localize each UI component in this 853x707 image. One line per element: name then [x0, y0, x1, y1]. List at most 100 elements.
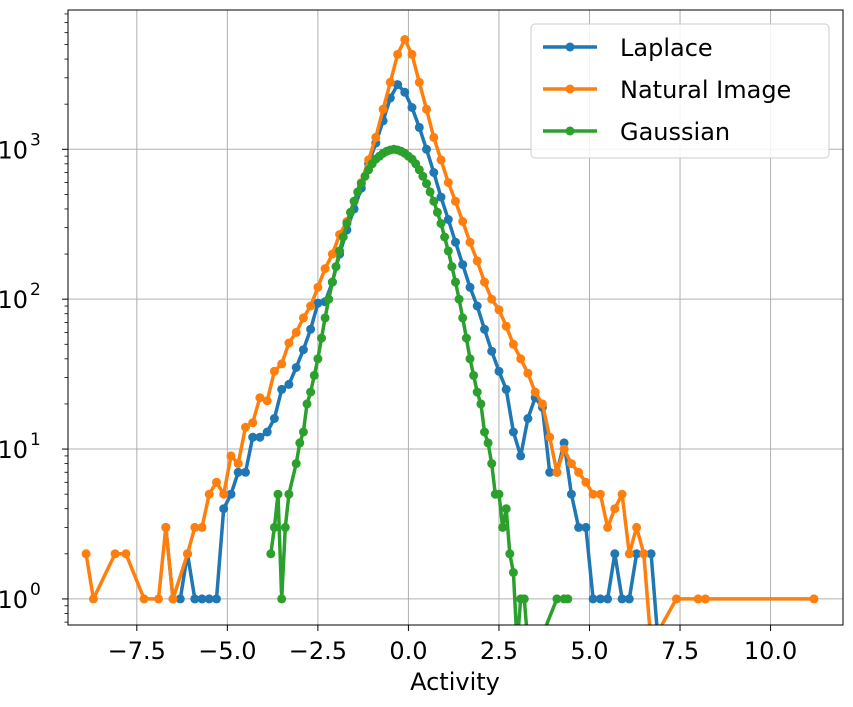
- data-point: [632, 522, 642, 532]
- data-point: [248, 418, 258, 428]
- data-point: [262, 427, 272, 437]
- series-gaussian: [266, 144, 573, 649]
- data-point: [566, 489, 576, 499]
- data-point: [298, 345, 308, 355]
- data-point: [255, 432, 265, 442]
- data-point: [534, 640, 543, 649]
- data-point: [559, 438, 569, 448]
- data-point: [436, 155, 446, 165]
- data-point: [581, 477, 591, 487]
- data-point: [588, 489, 598, 499]
- data-point: [233, 459, 243, 469]
- data-point: [671, 594, 681, 604]
- data-point: [422, 179, 431, 189]
- x-tick-label: −7.5: [108, 637, 166, 665]
- data-point: [204, 489, 214, 499]
- data-point: [385, 77, 395, 87]
- data-point: [552, 467, 562, 477]
- data-point: [175, 594, 185, 604]
- data-point: [425, 187, 435, 197]
- data-point: [161, 522, 171, 532]
- data-point: [168, 594, 178, 604]
- data-point: [324, 294, 334, 304]
- legend-swatch-marker: [565, 126, 575, 136]
- data-point: [342, 219, 352, 228]
- data-point: [516, 354, 526, 364]
- data-point: [154, 594, 163, 604]
- data-point: [226, 489, 236, 499]
- data-point: [255, 393, 265, 403]
- y-tick-label: 10: [0, 136, 28, 164]
- data-point: [519, 594, 529, 604]
- data-point: [566, 459, 576, 469]
- data-point: [400, 87, 410, 97]
- series-layer: [81, 35, 819, 649]
- data-point: [624, 594, 634, 604]
- x-axis-label: Activity: [410, 668, 500, 696]
- data-point: [241, 422, 250, 432]
- data-point: [559, 444, 569, 454]
- data-point: [284, 489, 294, 499]
- data-point: [617, 489, 627, 499]
- data-point: [545, 432, 555, 442]
- data-point: [422, 144, 431, 154]
- x-tick-label: −5.0: [198, 637, 256, 665]
- x-tick-label: 7.5: [661, 637, 699, 665]
- data-point: [248, 432, 258, 442]
- data-point: [291, 459, 301, 469]
- data-point: [346, 207, 355, 217]
- data-point: [262, 396, 272, 406]
- y-tick-label: 10: [0, 436, 28, 464]
- data-point: [603, 594, 613, 604]
- data-point: [523, 368, 533, 378]
- data-point: [537, 399, 547, 409]
- data-point: [454, 294, 464, 304]
- x-tick-label: 2.5: [480, 637, 518, 665]
- legend-item: Gaussian: [543, 118, 730, 146]
- data-point: [516, 451, 526, 461]
- data-point: [458, 217, 468, 226]
- data-point: [432, 207, 442, 217]
- y-tick-exponent: 0: [30, 580, 41, 600]
- data-point: [306, 387, 316, 397]
- legend-item: Laplace: [543, 34, 713, 62]
- data-point: [269, 414, 279, 423]
- data-point: [458, 260, 468, 270]
- data-point: [313, 282, 323, 292]
- data-point: [647, 640, 656, 649]
- data-point: [465, 354, 475, 364]
- data-point: [400, 35, 410, 44]
- data-point: [443, 178, 453, 187]
- data-point: [226, 451, 236, 461]
- data-point: [422, 104, 431, 114]
- data-point: [595, 489, 605, 499]
- data-point: [269, 366, 279, 376]
- data-point: [338, 232, 348, 242]
- data-point: [414, 77, 424, 87]
- data-point: [469, 370, 479, 380]
- data-point: [306, 324, 316, 334]
- data-point: [494, 366, 504, 376]
- data-point: [418, 171, 428, 181]
- data-point: [487, 459, 497, 469]
- data-point: [212, 477, 221, 487]
- data-point: [302, 399, 312, 409]
- data-point: [588, 594, 598, 604]
- data-point: [501, 504, 511, 514]
- data-point: [480, 324, 489, 334]
- data-point: [309, 370, 319, 380]
- data-point: [465, 282, 475, 292]
- data-point: [335, 246, 345, 256]
- data-point: [190, 594, 200, 604]
- data-point: [487, 346, 497, 356]
- x-tick-label: 10.0: [744, 637, 797, 665]
- data-point: [523, 414, 533, 423]
- data-point: [110, 549, 120, 559]
- y-tick-exponent: 1: [30, 430, 41, 450]
- data-point: [595, 594, 605, 604]
- data-point: [317, 333, 326, 343]
- legend-item: Natural Image: [543, 76, 791, 104]
- data-point: [451, 237, 460, 247]
- data-point: [501, 321, 511, 331]
